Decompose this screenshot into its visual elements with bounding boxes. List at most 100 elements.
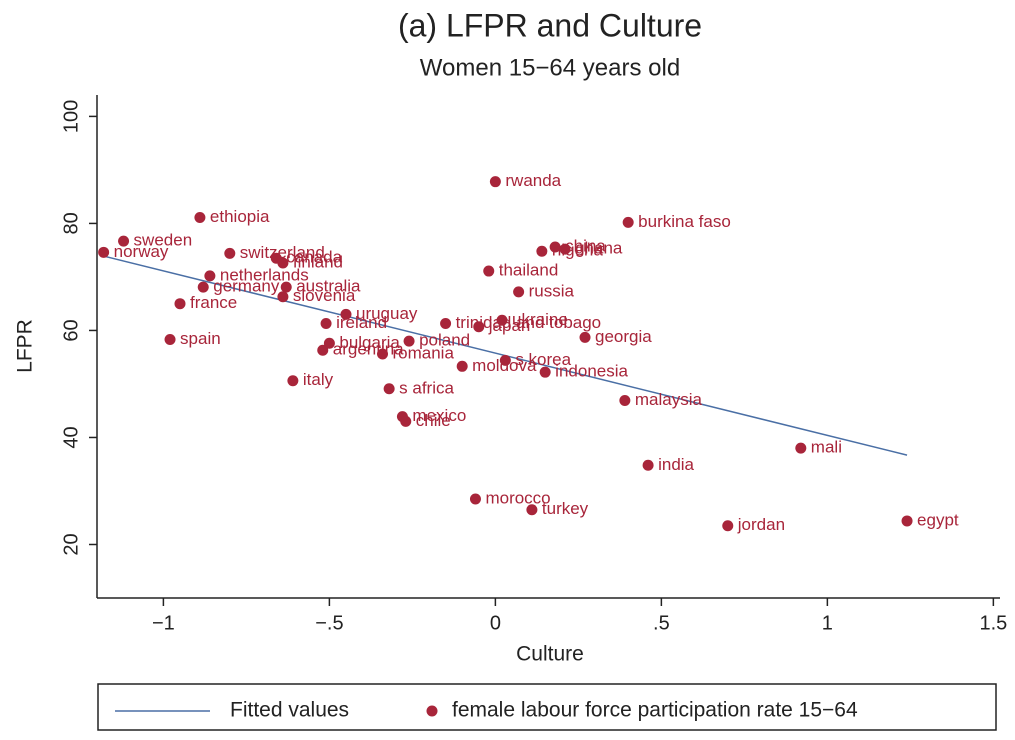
legend-label: female labour force participation rate 1…	[452, 699, 858, 722]
point	[323, 337, 335, 349]
point-label: s korea	[515, 350, 571, 369]
point	[440, 317, 452, 329]
point	[118, 235, 130, 247]
point	[383, 383, 395, 395]
point-label: morocco	[485, 488, 550, 507]
point	[513, 286, 525, 298]
point-label: france	[190, 293, 237, 312]
point	[317, 344, 329, 356]
point	[526, 504, 538, 516]
point	[469, 493, 481, 505]
point	[98, 246, 110, 258]
chart-title: (a) LFPR and Culture	[398, 7, 702, 43]
point	[579, 331, 591, 343]
x-tick-label: 1	[822, 612, 833, 634]
point	[224, 247, 236, 259]
point	[287, 375, 299, 387]
point-label: romania	[393, 343, 455, 362]
x-tick-label: .5	[653, 612, 670, 634]
y-axis-title: LFPR	[14, 319, 37, 373]
point	[204, 270, 216, 282]
legend-label: Fitted values	[230, 699, 349, 722]
point	[536, 245, 548, 257]
point	[164, 334, 176, 346]
point-label: uruguay	[356, 304, 418, 323]
y-tick-label: 80	[60, 212, 82, 234]
point-label: canada	[286, 248, 342, 267]
x-tick-label: −1	[152, 612, 175, 634]
point-label: mexico	[412, 406, 466, 425]
point	[722, 520, 734, 532]
point-label: sweden	[134, 231, 193, 250]
point	[277, 291, 289, 303]
point-label: jordan	[737, 515, 785, 534]
point	[320, 317, 332, 329]
point-label: thailand	[499, 261, 559, 280]
y-tick-label: 100	[60, 100, 82, 133]
point	[340, 308, 352, 320]
point-label: mali	[811, 438, 842, 457]
point	[795, 442, 807, 454]
point	[642, 459, 654, 471]
point-label: slovenia	[293, 286, 356, 305]
legend-swatch	[426, 705, 438, 717]
point-label: poland	[419, 331, 470, 350]
point	[400, 415, 412, 427]
point	[277, 257, 289, 269]
point-label: turkey	[542, 499, 589, 518]
point-label: germany	[213, 277, 280, 296]
point	[559, 243, 571, 255]
point	[549, 241, 561, 253]
point-label: ethiopia	[210, 207, 270, 226]
point	[377, 348, 389, 360]
point-label: india	[658, 455, 694, 474]
point	[194, 212, 206, 224]
point-label: ireland	[336, 313, 387, 332]
point-label: burkina faso	[638, 212, 731, 231]
point-label: switzerland	[240, 243, 325, 262]
point	[539, 366, 551, 378]
point-label: bulgaria	[339, 333, 400, 352]
point	[489, 176, 501, 188]
x-tick-label: 0	[490, 612, 501, 634]
point-label: china	[565, 236, 606, 255]
point	[901, 515, 913, 527]
point	[403, 335, 415, 347]
point	[280, 281, 292, 293]
point-label: rwanda	[505, 171, 561, 190]
point-label: australia	[296, 277, 361, 296]
point	[483, 265, 495, 277]
point-label: ukraine	[512, 310, 568, 329]
point-label: chile	[416, 411, 451, 430]
point-label: egypt	[917, 510, 959, 529]
point-label: netherlands	[220, 265, 309, 284]
point	[456, 360, 468, 372]
point	[499, 354, 511, 366]
point	[619, 395, 631, 407]
y-tick-label: 40	[60, 426, 82, 448]
point-label: ghana	[575, 239, 623, 258]
y-tick-label: 20	[60, 533, 82, 555]
point-label: norway	[114, 242, 169, 261]
point	[473, 321, 485, 333]
point	[622, 216, 634, 228]
point-label: georgia	[595, 327, 652, 346]
point-label: trinidad and tobago	[456, 313, 602, 332]
point-label: s africa	[399, 378, 454, 397]
point	[197, 281, 209, 293]
x-tick-label: −.5	[315, 612, 343, 634]
legend-box	[97, 683, 997, 731]
x-tick-label: 1.5	[979, 612, 1007, 634]
point-label: malaysia	[635, 390, 703, 409]
y-tick-label: 60	[60, 319, 82, 341]
point-label: russia	[529, 281, 575, 300]
point-label: indonesia	[555, 362, 628, 381]
point	[174, 298, 186, 310]
point	[496, 314, 508, 326]
point-label: finland	[293, 253, 343, 272]
point-label: spain	[180, 329, 221, 348]
point-label: italy	[303, 370, 334, 389]
